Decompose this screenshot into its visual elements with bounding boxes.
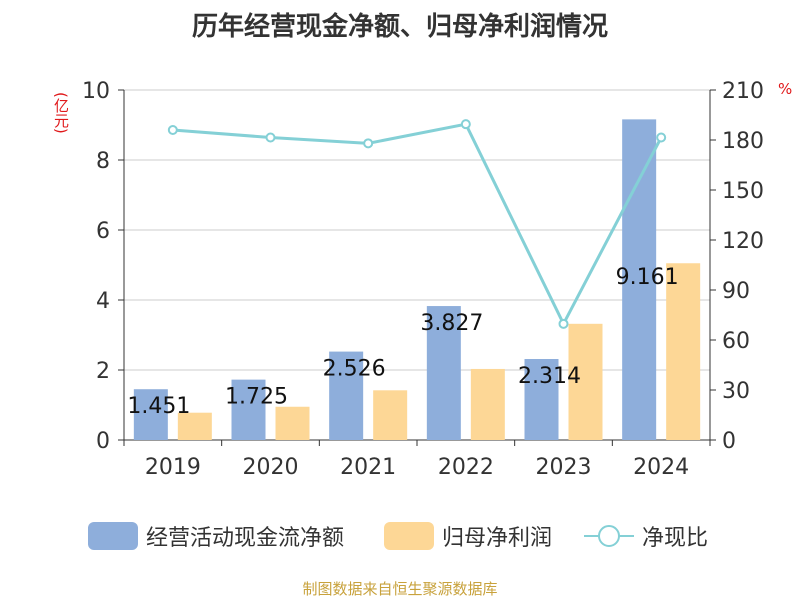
legend-swatch-net-profit [384, 522, 434, 550]
legend: 经营活动现金流净额 归母净利润 净现比 [0, 518, 800, 554]
x-tick-label-2019: 2019 [145, 455, 201, 480]
x-tick-label-2024: 2024 [633, 455, 689, 480]
right-tick-label-0: 0 [722, 429, 736, 454]
bar-cashflow-2019 [133, 389, 168, 440]
right-tick-label-4: 120 [722, 229, 764, 254]
point-cash-ratio-2020 [265, 132, 276, 143]
point-cash-ratio-2019 [167, 125, 178, 135]
x-tick-label-2022: 2022 [438, 455, 494, 480]
point-cash-ratio-2023 [558, 318, 569, 329]
legend-item-net-profit[interactable]: 归母净利润 [384, 518, 552, 554]
bar-cashflow-2020 [231, 379, 266, 440]
legend-item-cashflow[interactable]: 经营活动现金流净额 [88, 518, 344, 554]
data-label-cashflow-2024: 9.161 [616, 265, 679, 290]
left-axis-unit: (亿元) [52, 92, 70, 134]
x-tick-label-2021: 2021 [340, 455, 396, 480]
bar-net-profit-2021 [373, 390, 408, 440]
legend-swatch-cashflow [88, 522, 138, 550]
legend-label-cash-ratio: 净现比 [642, 526, 709, 551]
right-tick-label-2: 60 [722, 329, 750, 354]
right-tick-label-1: 30 [722, 379, 750, 404]
data-label-cashflow-2019: 1.451 [127, 394, 190, 419]
left-tick-label-2: 4 [96, 289, 110, 314]
bar-cashflow-2023 [524, 359, 559, 440]
left-tick-label-1: 2 [96, 359, 110, 384]
legend-label-cashflow: 经营活动现金流净额 [146, 526, 345, 551]
data-label-cashflow-2022: 3.827 [420, 311, 483, 336]
left-tick-label-5: 10 [82, 79, 110, 104]
legend-item-cash-ratio[interactable]: 净现比 [584, 518, 708, 554]
source-note: 制图数据来自恒生聚源数据库 [302, 580, 498, 598]
right-axis-unit: % [778, 80, 793, 98]
bar-net-profit-2024 [666, 263, 701, 440]
left-tick-label-0: 0 [96, 429, 110, 454]
point-cash-ratio-2021 [363, 138, 374, 149]
chart-title: 历年经营现金净额、归母净利润情况 [191, 12, 608, 42]
bar-net-profit-2020 [275, 406, 310, 440]
x-tick-label-2023: 2023 [536, 455, 592, 480]
right-tick-label-6: 180 [722, 129, 764, 154]
legend-label-net-profit: 归母净利润 [442, 526, 553, 551]
bar-cashflow-2022 [426, 306, 461, 440]
point-cash-ratio-2022 [460, 119, 471, 130]
bar-net-profit-2022 [470, 368, 505, 440]
legend-swatch-cash-ratio [584, 522, 634, 550]
left-tick-label-4: 8 [96, 149, 110, 174]
bar-cashflow-2021 [329, 351, 364, 440]
left-tick-label-3: 6 [96, 219, 110, 244]
bar-net-profit-2019 [177, 412, 212, 440]
right-tick-label-5: 150 [722, 179, 764, 204]
point-cash-ratio-2024 [656, 132, 667, 143]
x-tick-label-2020: 2020 [243, 455, 299, 480]
right-tick-label-3: 90 [722, 279, 750, 304]
line-cash-ratio [172, 122, 663, 328]
data-label-cashflow-2020: 1.725 [225, 385, 288, 410]
bar-net-profit-2023 [568, 323, 603, 440]
bar-cashflow-2024 [622, 119, 657, 441]
data-label-cashflow-2021: 2.526 [323, 357, 386, 382]
right-tick-label-7: 210 [722, 79, 764, 104]
data-label-cashflow-2023: 2.314 [518, 364, 581, 389]
